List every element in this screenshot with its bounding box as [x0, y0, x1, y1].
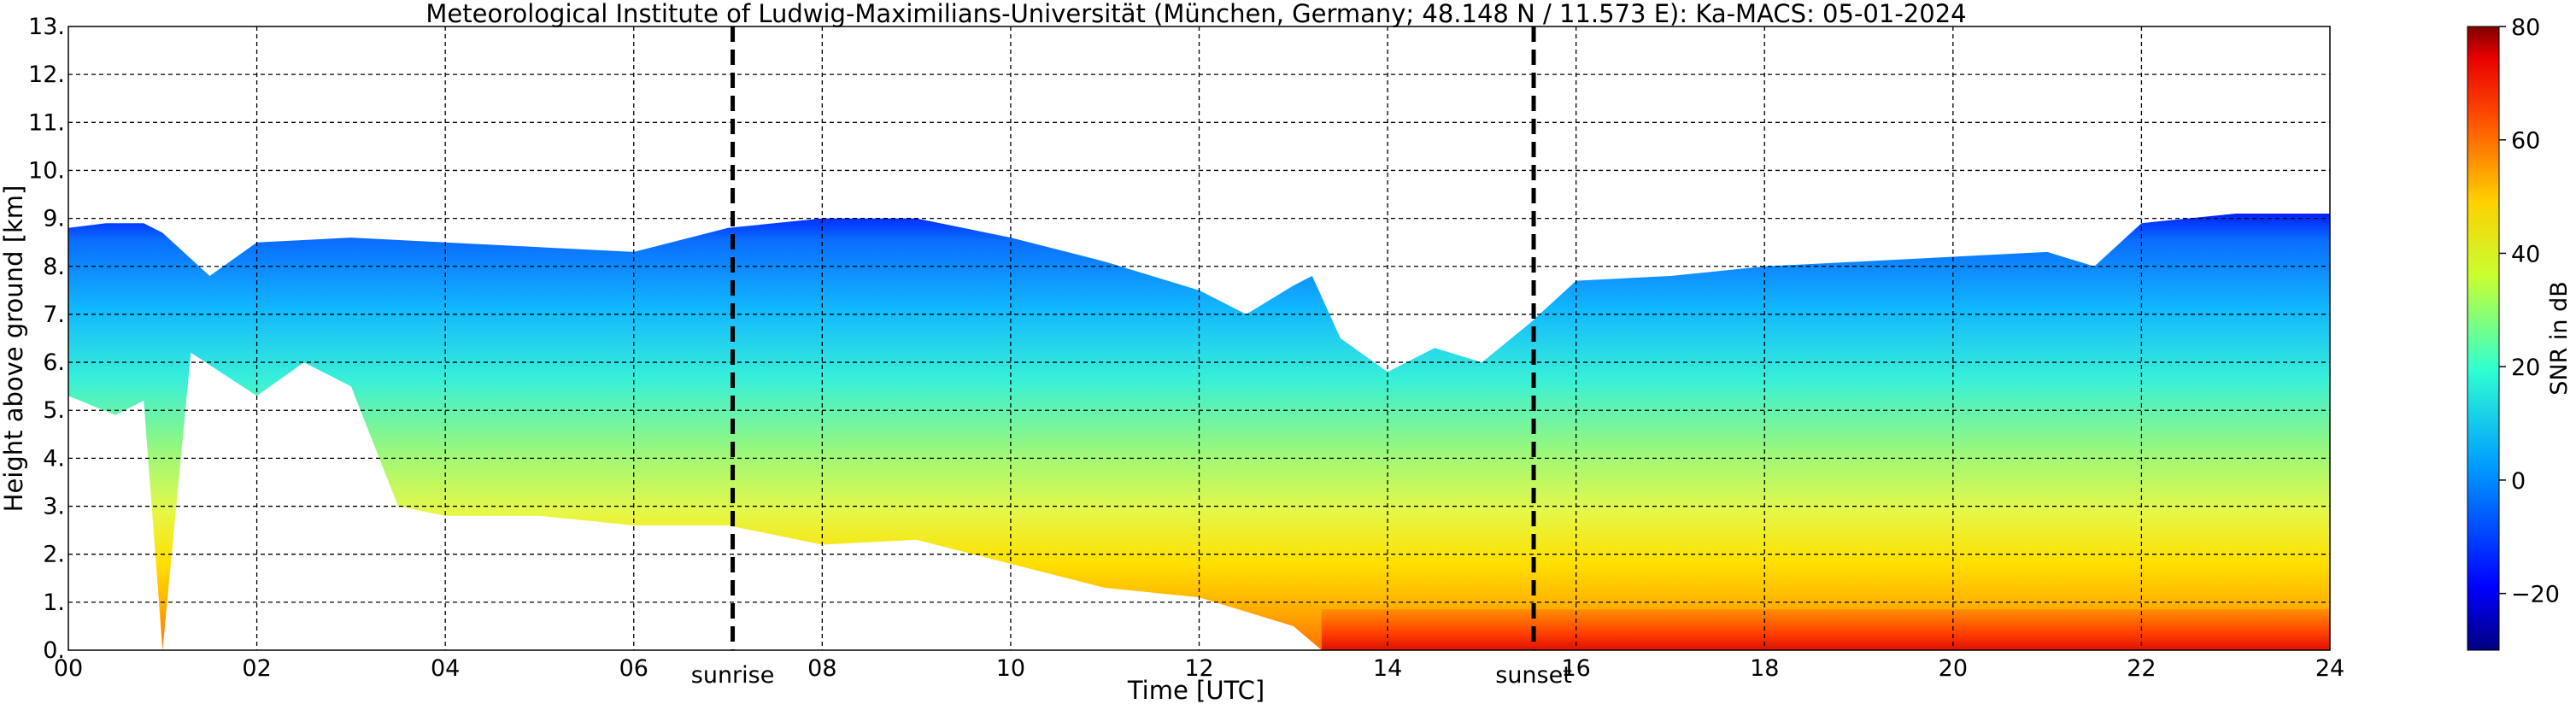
grid: [68, 26, 2330, 650]
y-tick-label: 5.: [43, 397, 65, 424]
x-axis-label: Time [UTC]: [1127, 676, 1265, 704]
event-label-sunset: sunset: [1495, 662, 1572, 689]
colorbar-scale: [2467, 26, 2500, 651]
colorbar: 80 60 40 20 0 −20 SNR in dB: [2467, 15, 2573, 651]
colorbar-tick-label: 80: [2511, 15, 2540, 41]
y-tick-label: 8.: [43, 254, 65, 280]
y-tick-label: 2.: [43, 542, 65, 568]
event-label-sunrise: sunrise: [691, 662, 775, 689]
x-tick-label: 02: [242, 655, 271, 682]
y-axis-label: Height above ground [km]: [0, 185, 28, 513]
x-tick-label: 10: [996, 655, 1025, 682]
y-tick-label: 0.: [43, 637, 65, 664]
x-tick-label: 18: [1750, 655, 1779, 682]
y-tick-label: 7.: [43, 302, 65, 328]
y-tick-label: 4.: [43, 445, 65, 472]
y-tick-label: 6.: [43, 349, 65, 376]
x-tick-label: 14: [1373, 655, 1402, 682]
x-tick-label: 04: [431, 655, 460, 682]
x-tick-label: 12: [1184, 655, 1213, 682]
colorbar-tick-label: 0: [2511, 468, 2526, 495]
event-lines: sunrise sunset: [691, 26, 1572, 689]
chart-title: Meteorological Institute of Ludwig-Maxim…: [425, 0, 1966, 28]
y-axis: 0. 1. 2. 3. 4. 5. 6. 7. 8. 9. 10. 11. 12. 13.: [28, 14, 65, 664]
y-tick-label: 13.: [28, 14, 65, 40]
y-tick-label: 10.: [28, 157, 65, 184]
y-tick-label: 12.: [28, 62, 65, 88]
colorbar-tick-label: 20: [2511, 355, 2540, 381]
colorbar-tick-label: 40: [2511, 241, 2540, 267]
colorbar-tick-label: −20: [2511, 582, 2560, 608]
y-tick-label: 11.: [28, 109, 65, 136]
plot-frame: [67, 26, 2331, 651]
near-surface-echo: [1321, 609, 2330, 650]
x-tick-label: 20: [1939, 655, 1968, 682]
y-tick-label: 3.: [43, 494, 65, 520]
x-tick-label: 08: [807, 655, 836, 682]
y-tick-label: 9.: [43, 206, 65, 232]
colorbar-tick-label: 60: [2511, 128, 2540, 155]
x-tick-label: 00: [54, 655, 83, 682]
x-tick-label: 22: [2127, 655, 2156, 682]
y-tick-label: 1.: [43, 590, 65, 616]
x-tick-label: 24: [2315, 655, 2344, 682]
x-tick-label: 16: [1561, 655, 1590, 682]
x-axis: 00 02 04 06 08 10 12 14 16 18 20 22 24: [54, 655, 2344, 682]
x-tick-label: 06: [619, 655, 648, 682]
colorbar-label: SNR in dB: [2546, 281, 2573, 396]
